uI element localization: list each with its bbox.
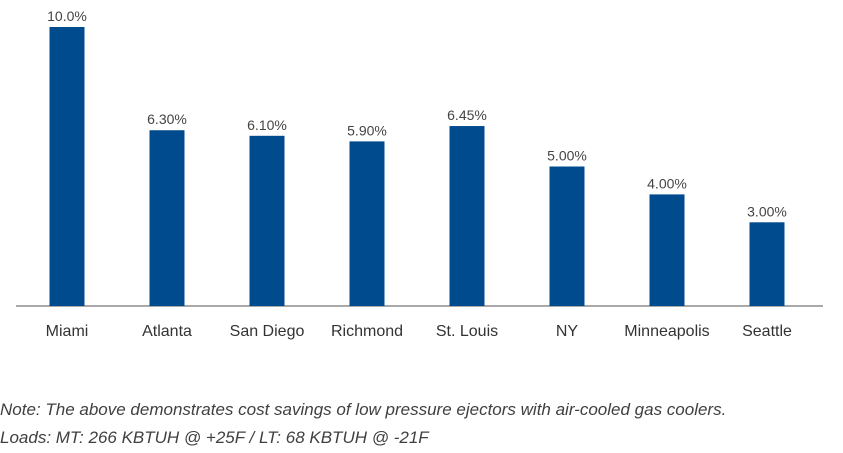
category-label: Atlanta <box>142 323 192 340</box>
data-label: 5.90% <box>347 122 387 138</box>
category-label: Richmond <box>331 323 403 340</box>
data-label: 3.00% <box>747 203 787 219</box>
category-label: Seattle <box>742 323 792 340</box>
category-label: San Diego <box>230 323 305 340</box>
category-label: NY <box>556 323 579 340</box>
category-label: Miami <box>46 323 89 340</box>
bar-san-diego <box>249 135 285 306</box>
bar-seattle <box>749 222 785 306</box>
bar-chart: 10.0% Miami 6.30% Atlanta 6.10% San Diego 5.90… <box>16 8 823 340</box>
bar-minneapolis <box>649 194 685 306</box>
bar-atlanta <box>149 130 185 306</box>
data-label: 6.45% <box>447 107 487 123</box>
data-label: 5.00% <box>547 148 587 164</box>
bar-richmond <box>349 141 385 306</box>
footnote-line-2: Loads: MT: 266 KBTUH @ +25F / LT: 68 KBT… <box>0 428 429 447</box>
data-label: 4.00% <box>647 175 687 191</box>
data-label: 10.0% <box>47 8 87 24</box>
data-label: 6.30% <box>147 111 187 127</box>
bar-miami <box>49 27 85 306</box>
category-label: St. Louis <box>436 323 498 340</box>
bar-st-louis <box>449 126 485 306</box>
footnote-line-1: Note: The above demonstrates cost saving… <box>0 400 727 419</box>
data-label: 6.10% <box>247 117 287 133</box>
bar-ny <box>549 166 585 306</box>
category-label: Minneapolis <box>624 323 709 340</box>
